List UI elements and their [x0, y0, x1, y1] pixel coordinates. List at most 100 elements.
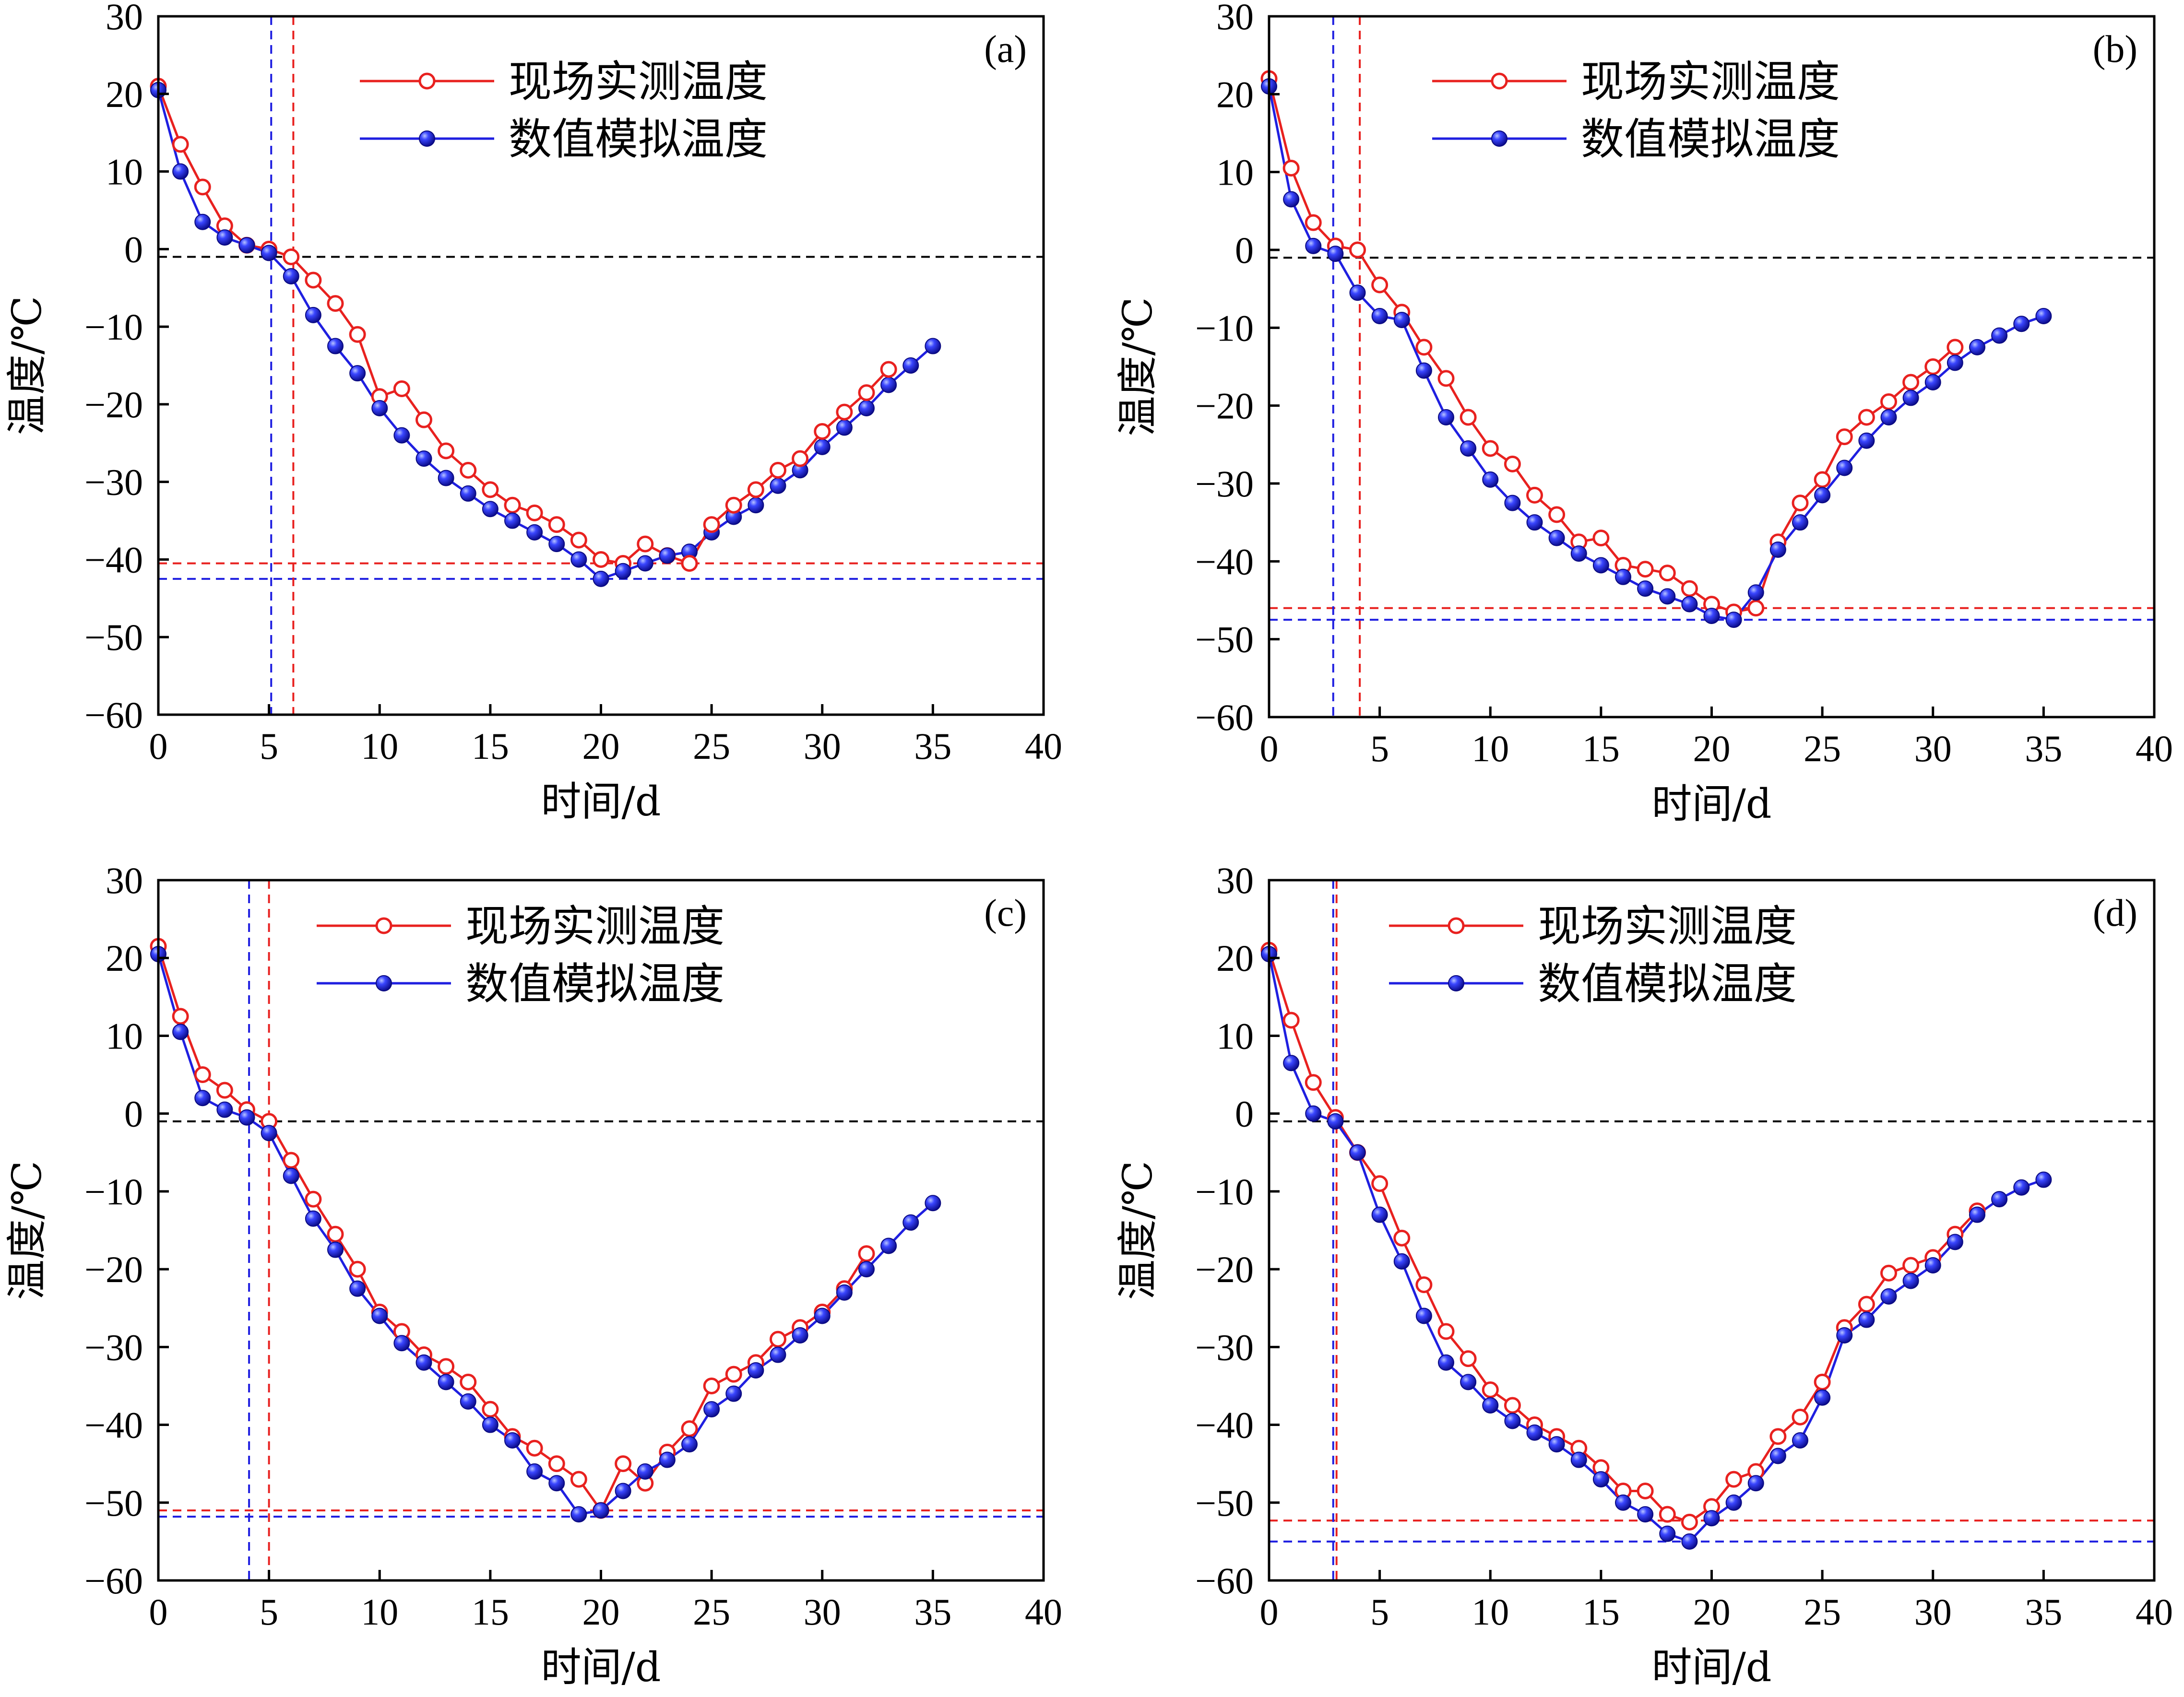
- data-point: [858, 1261, 875, 1278]
- y-tick-label: −60: [84, 1560, 143, 1602]
- data-point: [1947, 1234, 1963, 1250]
- x-tick-label: 25: [1804, 1591, 1841, 1633]
- y-tick-label: 0: [124, 1093, 143, 1135]
- data-point: [1415, 1308, 1432, 1324]
- series-line: [157, 946, 868, 1513]
- panel-label: (b): [2093, 28, 2137, 71]
- x-tick-label: 30: [1914, 1591, 1952, 1633]
- data-point: [482, 481, 499, 498]
- data-point: [858, 400, 875, 416]
- y-tick-label: −50: [84, 1482, 143, 1524]
- x-tick-label: 0: [149, 1591, 168, 1633]
- data-point: [925, 338, 941, 354]
- series-line: [157, 954, 934, 1516]
- data-point: [1681, 596, 1698, 613]
- data-point: [1703, 607, 1720, 624]
- data-point: [1747, 1475, 1764, 1492]
- legend-marker: [419, 130, 435, 147]
- data-point: [1371, 307, 1388, 324]
- y-tick-label: 10: [1216, 1015, 1254, 1057]
- y-tick-label: −60: [1195, 696, 1254, 738]
- data-point: [1792, 495, 1809, 512]
- data-point: [1526, 486, 1543, 504]
- data-point: [1482, 471, 1499, 488]
- data-point: [1592, 1471, 1609, 1488]
- x-tick-label: 5: [260, 1591, 278, 1633]
- y-tick-label: 0: [1235, 1093, 1254, 1135]
- data-point: [593, 551, 609, 568]
- data-point: [305, 1210, 321, 1227]
- data-point: [504, 496, 521, 514]
- data-point: [770, 1331, 786, 1348]
- data-point: [1769, 541, 1786, 558]
- x-tick-label: 5: [260, 725, 278, 767]
- y-tick-label: 20: [106, 73, 143, 115]
- data-point: [1991, 1191, 2008, 1208]
- y-tick-label: −30: [84, 461, 143, 503]
- data-point: [349, 326, 366, 343]
- data-point: [1282, 1012, 1300, 1029]
- data-point: [1592, 557, 1609, 574]
- x-tick-label: 20: [582, 725, 620, 767]
- data-point: [1526, 1424, 1543, 1441]
- data-point: [1725, 1494, 1742, 1511]
- data-point: [659, 547, 676, 564]
- data-point: [1415, 362, 1432, 379]
- x-tick-label: 20: [582, 1591, 620, 1633]
- data-point: [371, 400, 388, 416]
- x-tick-label: 10: [1472, 728, 1509, 769]
- data-point: [1792, 1432, 1808, 1449]
- legend-marker: [1491, 72, 1508, 90]
- y-tick-label: 20: [1216, 73, 1254, 115]
- data-point: [172, 1008, 189, 1025]
- data-point: [327, 338, 344, 354]
- data-point: [1814, 487, 1831, 504]
- data-point: [415, 1354, 432, 1371]
- data-point: [725, 496, 742, 514]
- data-point: [1924, 358, 1942, 375]
- data-point: [283, 268, 299, 284]
- data-point: [814, 423, 831, 440]
- x-tick-label: 40: [1025, 725, 1062, 767]
- data-point: [858, 384, 875, 401]
- y-tick-label: −20: [84, 1249, 143, 1290]
- data-point: [747, 481, 764, 498]
- data-point: [1814, 1389, 1831, 1406]
- x-tick-label: 25: [693, 725, 730, 767]
- data-point: [393, 427, 410, 444]
- panel-3: 0 5 10 15 20 25 30 35 40 −60 −50 −40 −30 −20 −10 0 10 20 3…: [3, 860, 1062, 1691]
- x-tick-label: 25: [693, 1591, 730, 1633]
- panel-1: 0 5 10 15 20 25 30 35 40 −60 −50 −40 −30 −20 −10 0 10 20 3…: [3, 0, 1062, 825]
- data-point: [438, 1374, 454, 1391]
- data-point: [770, 461, 786, 479]
- data-point: [1659, 1506, 1676, 1523]
- data-point: [548, 536, 565, 553]
- x-tick-label: 20: [1693, 1591, 1731, 1633]
- data-point: [637, 555, 653, 572]
- data-point: [570, 1471, 587, 1488]
- y-axis-title: 温度/℃: [1114, 1161, 1161, 1300]
- y-tick-label: 0: [124, 228, 143, 270]
- data-point: [681, 1420, 698, 1438]
- data-point: [1437, 370, 1455, 387]
- data-point: [1305, 1105, 1322, 1122]
- data-point: [902, 357, 919, 374]
- legend-label: 数值模拟温度: [509, 114, 768, 165]
- x-tick-label: 40: [1025, 1591, 1062, 1633]
- data-point: [1769, 1448, 1786, 1464]
- data-point: [1880, 1288, 1897, 1305]
- data-point: [1504, 1397, 1521, 1414]
- y-tick-label: 0: [1235, 229, 1254, 271]
- data-point: [1548, 530, 1565, 546]
- data-point: [261, 245, 277, 261]
- data-point: [1305, 1074, 1322, 1091]
- x-tick-label: 20: [1693, 728, 1731, 769]
- data-point: [1371, 1206, 1388, 1223]
- data-point: [283, 1167, 299, 1184]
- data-point: [2035, 1171, 2052, 1188]
- data-point: [593, 1502, 609, 1519]
- data-point: [327, 295, 344, 312]
- data-point: [1327, 246, 1344, 262]
- data-point: [415, 450, 432, 467]
- y-tick-label: −20: [1195, 385, 1254, 427]
